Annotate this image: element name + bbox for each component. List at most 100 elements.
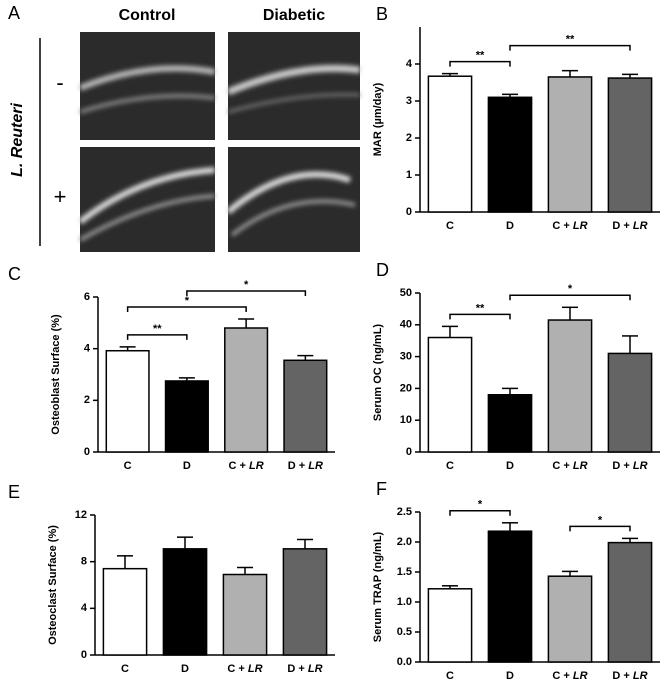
significance-label: ** <box>476 50 485 62</box>
micrograph <box>78 147 216 252</box>
y-axis-label: Serum TRAP (ng/mL) <box>372 531 384 642</box>
x-tick-label: C + LR <box>552 220 587 232</box>
y-tick-label: 1.0 <box>397 596 412 608</box>
panel-letter: D <box>376 260 389 280</box>
significance-bracket <box>509 44 631 51</box>
row-label: - <box>56 70 63 95</box>
y-axis-label: Serum OC (ng/mL) <box>372 324 384 422</box>
x-tick-label: D + LR <box>612 460 647 472</box>
significance-bracket <box>126 334 188 340</box>
significance-label: * <box>478 499 483 511</box>
x-tick-label: D + LR <box>288 460 323 472</box>
micrograph <box>226 147 360 252</box>
y-tick-label: 10 <box>400 414 412 426</box>
x-tick-label: D <box>506 460 514 472</box>
panel-letter: A <box>8 3 20 23</box>
y-tick-label: 20 <box>400 382 412 394</box>
bar <box>105 349 150 453</box>
x-tick-label: C <box>446 220 454 232</box>
bar <box>607 77 653 213</box>
x-tick-label: D <box>506 670 514 682</box>
x-tick-label: C <box>124 460 132 472</box>
y-tick-label: 8 <box>81 556 87 568</box>
y-tick-label: 50 <box>400 287 412 299</box>
x-tick-label: C + LR <box>552 670 587 682</box>
bar <box>487 96 533 213</box>
column-header: Control <box>119 7 176 24</box>
y-tick-label: 2 <box>406 132 412 144</box>
bar <box>607 541 653 663</box>
significance-label: ** <box>153 323 162 335</box>
x-tick-label: C + LR <box>229 460 264 472</box>
x-tick-label: D <box>183 460 191 472</box>
y-tick-label: 0.5 <box>397 626 412 638</box>
row-label: + <box>54 184 67 209</box>
micrograph <box>78 32 216 140</box>
x-tick-label: D + LR <box>612 670 647 682</box>
significance-bracket <box>449 60 511 67</box>
significance-bracket <box>126 306 247 312</box>
row-title: L. Reuteri <box>9 103 26 177</box>
significance-bracket <box>186 290 307 296</box>
significance-bracket <box>569 525 631 532</box>
significance-label: * <box>598 514 603 526</box>
significance-label: ** <box>476 302 485 314</box>
bar <box>282 548 328 656</box>
significance-label: * <box>185 295 190 307</box>
y-tick-label: 40 <box>400 319 412 331</box>
y-tick-label: 0.0 <box>397 656 412 668</box>
y-tick-label: 6 <box>84 291 90 303</box>
bar <box>162 548 208 656</box>
panel-letter: E <box>8 482 20 502</box>
bar <box>283 359 328 453</box>
y-tick-label: 0 <box>84 446 90 458</box>
y-axis-label: Osteoblast Surface (%) <box>50 314 62 435</box>
y-tick-label: 2.0 <box>397 536 412 548</box>
panel-letter: B <box>376 4 388 24</box>
y-tick-label: 1.5 <box>397 566 412 578</box>
y-axis-label: MAR (µm/day) <box>372 82 384 156</box>
bar <box>102 567 148 656</box>
bar <box>427 588 473 663</box>
bar <box>427 75 473 213</box>
x-tick-label: D + LR <box>612 220 647 232</box>
bar <box>547 319 593 453</box>
significance-label: ** <box>566 34 575 46</box>
y-tick-label: 2 <box>84 394 90 406</box>
x-tick-label: C + LR <box>552 460 587 472</box>
panel-letter: C <box>8 264 21 284</box>
bar <box>224 327 269 453</box>
y-tick-label: 0 <box>81 649 87 661</box>
y-tick-label: 4 <box>81 602 88 614</box>
y-tick-label: 30 <box>400 351 412 363</box>
y-tick-label: 3 <box>406 95 412 107</box>
bar <box>547 76 593 213</box>
significance-label: * <box>244 279 249 291</box>
y-tick-label: 12 <box>75 509 87 521</box>
significance-label: * <box>568 283 573 295</box>
column-header: Diabetic <box>263 7 325 24</box>
bar <box>547 575 593 663</box>
x-tick-label: C <box>446 670 454 682</box>
bar <box>427 336 473 453</box>
x-tick-label: D <box>506 220 514 232</box>
bar <box>487 394 533 453</box>
x-tick-label: C + LR <box>227 663 262 675</box>
y-tick-label: 2.5 <box>397 506 412 518</box>
panel-letter: F <box>376 479 387 499</box>
significance-bracket <box>449 313 511 320</box>
x-tick-label: C <box>446 460 454 472</box>
x-tick-label: C <box>121 663 129 675</box>
y-tick-label: 0 <box>406 206 412 218</box>
y-tick-label: 0 <box>406 446 412 458</box>
x-tick-label: D + LR <box>287 663 322 675</box>
bar <box>487 530 533 663</box>
y-axis-label: Osteoclast Surface (%) <box>47 525 59 645</box>
significance-bracket <box>509 294 631 301</box>
bar <box>164 380 209 453</box>
y-tick-label: 1 <box>406 169 412 181</box>
x-tick-label: D <box>181 663 189 675</box>
bar <box>222 573 268 656</box>
y-tick-label: 4 <box>406 58 413 70</box>
